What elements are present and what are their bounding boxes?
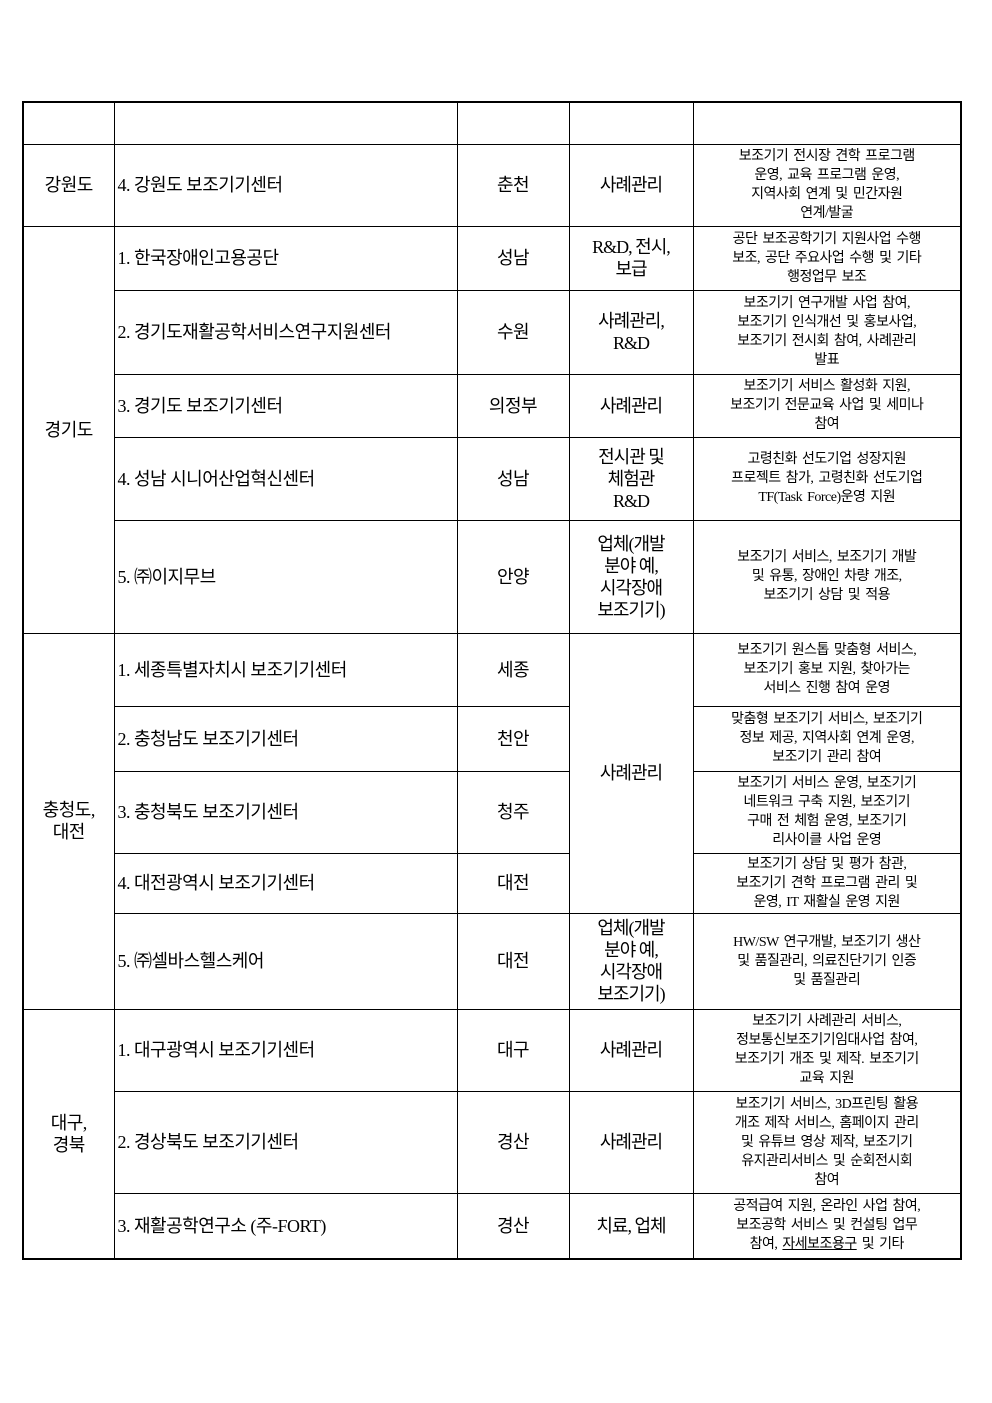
city-cell: 대전 [456,912,570,1010]
category-cell: 사례관리 [568,1008,694,1092]
description-cell: 보조기기 서비스, 보조기기 개발 및 유통, 장애인 차량 개조, 보조기기 … [692,519,962,634]
table-row-chungcheong-4: 4. 대전광역시 보조기기센터 대전 보조기기 상담 및 평가 참관, 보조기기… [23,852,962,914]
city-cell: 경산 [456,1192,570,1260]
category-cell: 사례관리, R&D [568,289,694,375]
description-cell: 보조기기 상담 및 평가 참관, 보조기기 견학 프로그램 관리 및 운영, I… [692,852,962,914]
description-cell: 공적급여 지원, 온라인 사업 참여, 보조공학 서비스 및 컨설팅 업무 참여… [692,1192,962,1260]
category-cell-merged: 사례관리 [568,632,694,914]
table-row-daegu-3: 3. 재활공학연구소 (주-FORT) 경산 치료, 업체 공적급여 지원, 온… [23,1192,962,1260]
region-cell-gyeonggi: 경기도 [22,225,115,634]
table-row-chungcheong-3: 3. 충청북도 보조기기센터 청주 보조기기 서비스 운영, 보조기기 네트워크… [23,770,962,854]
description-cell: 보조기기 서비스 활성화 지원, 보조기기 전문교육 사업 및 세미나 참여 [692,373,962,438]
description-text-underlined: 자세보조용구 [782,1237,857,1253]
category-cell: R&D, 전시, 보급 [568,225,694,291]
table-row-gyeonggi-1: 경기도 1. 한국장애인고용공단 성남 R&D, 전시, 보급 공단 보조공학기… [22,225,962,634]
header-cell-name [113,101,458,145]
description-text-post: 및 기타 [856,1237,905,1253]
org-name-cell: 2. 경상북도 보조기기센터 [113,1090,458,1194]
org-name-cell: 3. 경기도 보조기기센터 [113,373,458,438]
header-cell-category [568,101,694,145]
table-row-gyeonggi-5: 5. ㈜이지무브 안양 업체(개발 분야 예, 시각장애 보조기기) 보조기기 … [23,519,962,634]
city-cell: 대전 [456,852,570,914]
category-cell: 사례관리 [568,1090,694,1194]
city-cell: 성남 [456,436,570,521]
org-name-cell: 1. 세종특별자치시 보조기기센터 [113,632,458,707]
table-row-daegu-2: 2. 경상북도 보조기기센터 경산 사례관리 보조기기 서비스, 3D프린팅 활… [23,1090,962,1194]
category-cell: 사례관리 [568,143,694,227]
org-name-cell: 3. 재활공학연구소 (주-FORT) [113,1192,458,1260]
category-cell: 업체(개발 분야 예, 시각장애 보조기기) [568,912,694,1010]
org-name-cell: 2. 경기도재활공학서비스연구지원센터 [113,289,458,375]
table-row-chungcheong-5: 5. ㈜셀바스헬스케어 대전 업체(개발 분야 예, 시각장애 보조기기) HW… [23,912,962,1010]
header-cell-description [692,101,962,145]
city-cell: 안양 [456,519,570,634]
region-cell-chungcheong-daejeon: 충청도, 대전 [22,632,115,1010]
city-cell: 천안 [456,705,570,772]
table-row-gyeonggi-2: 2. 경기도재활공학서비스연구지원센터 수원 사례관리, R&D 보조기기 연구… [23,289,962,375]
org-name-cell: 1. 한국장애인고용공단 [113,225,458,291]
description-cell: 보조기기 원스톱 맞춤형 서비스, 보조기기 홍보 지원, 찾아가는 서비스 진… [692,632,962,707]
description-text-pre: 공적급여 지원, 온라인 사업 참여, 보조공학 서비스 및 컨설팅 업무 참여… [733,1199,921,1253]
city-cell: 대구 [456,1008,570,1092]
table-row-gangwon-1: 강원도 4. 강원도 보조기기센터 춘천 사례관리 보조기기 전시장 견학 프로… [22,143,962,227]
category-cell: 치료, 업체 [568,1192,694,1260]
org-name-cell: 2. 충청남도 보조기기센터 [113,705,458,772]
category-cell: 사례관리 [568,373,694,438]
region-cell-gangwon: 강원도 [22,143,115,227]
description-cell: 맞춤형 보조기기 서비스, 보조기기 정보 제공, 지역사회 연계 운영, 보조… [692,705,962,772]
table-row-chungcheong-1: 충청도, 대전 1. 세종특별자치시 보조기기센터 세종 사례관리 보조기기 원… [22,632,962,1010]
city-cell: 세종 [456,632,570,707]
org-name-cell: 1. 대구광역시 보조기기센터 [113,1008,458,1092]
table-row-gyeonggi-3: 3. 경기도 보조기기센터 의정부 사례관리 보조기기 서비스 활성화 지원, … [23,373,962,438]
city-cell: 경산 [456,1090,570,1194]
table-row-chungcheong-2: 2. 충청남도 보조기기센터 천안 맞춤형 보조기기 서비스, 보조기기 정보 … [23,705,962,772]
category-cell: 전시관 및 체험관 R&D [568,436,694,521]
category-cell: 업체(개발 분야 예, 시각장애 보조기기) [568,519,694,634]
city-cell: 의정부 [456,373,570,438]
city-cell: 청주 [456,770,570,854]
description-cell: 공단 보조공학기기 지원사업 수행 보조, 공단 주요사업 수행 및 기타 행정… [692,225,962,291]
description-cell: 보조기기 서비스 운영, 보조기기 네트워크 구축 지원, 보조기기 구매 전 … [692,770,962,854]
org-name-cell: 5. ㈜셀바스헬스케어 [113,912,458,1010]
header-cell-city [456,101,570,145]
description-cell: 보조기기 연구개발 사업 참여, 보조기기 인식개선 및 홍보사업, 보조기기 … [692,289,962,375]
city-cell: 성남 [456,225,570,291]
description-cell: 보조기기 전시장 견학 프로그램 운영, 교육 프로그램 운영, 지역사회 연계… [692,143,962,227]
description-cell: 보조기기 사례관리 서비스, 정보통신보조기기임대사업 참여, 보조기기 개조 … [692,1008,962,1092]
city-cell: 수원 [456,289,570,375]
header-cell-region [22,101,115,145]
description-cell: 고령친화 선도기업 성장지원 프로젝트 참가, 고령친화 선도기업 TF(Tas… [692,436,962,521]
org-name-cell: 4. 강원도 보조기기센터 [113,143,458,227]
org-name-cell: 5. ㈜이지무브 [113,519,458,634]
table-row-gyeonggi-4: 4. 성남 시니어산업혁신센터 성남 전시관 및 체험관 R&D 고령친화 선도… [23,436,962,521]
region-cell-daegu-gyeongbuk: 대구, 경북 [22,1008,115,1260]
org-name-cell: 4. 대전광역시 보조기기센터 [113,852,458,914]
header-row [22,101,962,145]
org-name-cell: 4. 성남 시니어산업혁신센터 [113,436,458,521]
description-cell: 보조기기 서비스, 3D프린팅 활용 개조 제작 서비스, 홈페이지 관리 및 … [692,1090,962,1194]
assistive-device-organizations-table: 강원도 4. 강원도 보조기기센터 춘천 사례관리 보조기기 전시장 견학 프로… [22,101,962,1260]
city-cell: 춘천 [456,143,570,227]
description-cell: HW/SW 연구개발, 보조기기 생산 및 품질관리, 의료진단기기 인증 및 … [692,912,962,1010]
table-row-daegu-1: 대구, 경북 1. 대구광역시 보조기기센터 대구 사례관리 보조기기 사례관리… [22,1008,962,1260]
org-name-cell: 3. 충청북도 보조기기센터 [113,770,458,854]
